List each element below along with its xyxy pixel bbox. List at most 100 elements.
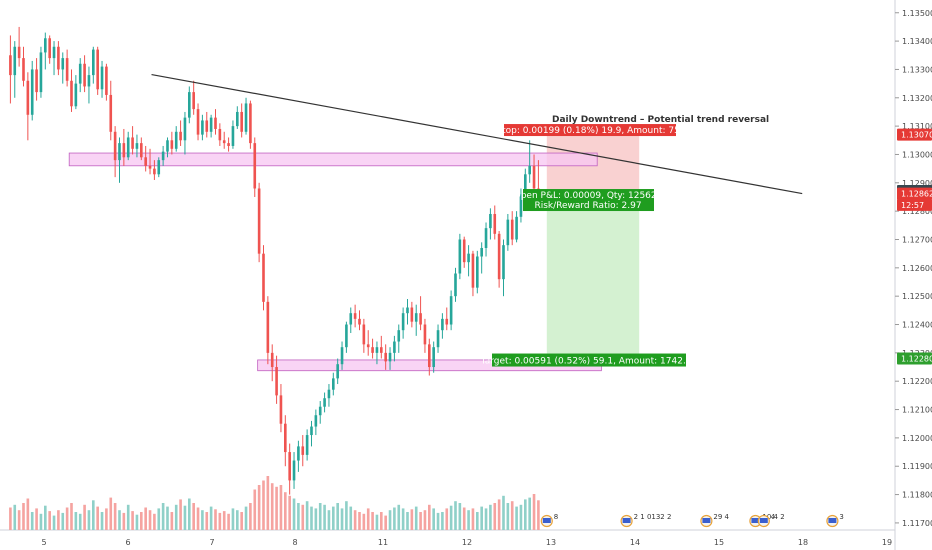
candle-body	[236, 111, 239, 127]
chart-grid	[0, 0, 896, 550]
economic-events[interactable]: 8 2 1 0132 2 29 4 10.4 24 3	[540, 513, 844, 528]
volume-bar	[454, 501, 457, 530]
volume-bar	[489, 504, 492, 530]
candle-body	[401, 313, 405, 331]
volume-bar	[414, 506, 418, 530]
candle-body	[153, 168, 156, 175]
candle-body	[353, 313, 357, 319]
candle-body	[144, 157, 147, 166]
candle-body	[301, 446, 305, 455]
candle-body	[305, 435, 309, 455]
candle-body	[388, 352, 392, 362]
price-tick-label: 1.12800	[902, 207, 932, 216]
price-tag	[897, 187, 932, 200]
volume-bar	[384, 515, 387, 530]
volume-bar	[423, 510, 427, 530]
volume-bar	[458, 503, 462, 530]
candle-body	[371, 347, 374, 353]
candle-body	[358, 318, 361, 325]
volume-bar	[480, 506, 483, 530]
candle-body	[423, 324, 427, 345]
price-tick-label: 1.12200	[902, 377, 932, 386]
candle-body	[340, 347, 344, 365]
volume-bar	[122, 512, 126, 530]
candle-body	[532, 165, 536, 189]
volume-bar	[476, 512, 479, 530]
candle-body	[345, 324, 348, 348]
price-tick-label: 1.12400	[902, 321, 932, 330]
volume-bar	[100, 512, 104, 530]
candle-body	[201, 120, 204, 135]
candle-body	[297, 446, 300, 461]
candle-body	[192, 92, 195, 110]
price-tick-label: 1.13400	[902, 37, 932, 46]
candle-body	[506, 219, 510, 246]
volume-bar	[410, 509, 414, 530]
volume-bar	[336, 503, 339, 530]
candle-body	[484, 228, 488, 248]
time-tick-label: 8	[292, 538, 297, 547]
volume-bar	[301, 504, 305, 530]
price-tick-label: 1.12000	[902, 434, 932, 443]
volume-bar	[270, 483, 274, 530]
volume-bar	[44, 505, 47, 530]
volume-bar	[9, 507, 12, 530]
volume-bar	[506, 503, 510, 530]
volume-bar	[353, 510, 357, 530]
volume-bar	[462, 507, 466, 530]
price-axis[interactable]: 1.135001.134001.133001.132001.131001.130…	[895, 9, 932, 528]
candle-body	[253, 143, 257, 189]
price-tick-label: 1.11900	[902, 462, 932, 471]
event-flag-stripe	[622, 518, 631, 523]
price-tick-label: 1.13500	[902, 9, 932, 18]
volume-bar	[74, 512, 78, 530]
position-labels: Daily Downtrend – Potential trend revers…	[480, 115, 769, 367]
volume-bar	[209, 506, 213, 530]
resistance-zone[interactable]	[68, 152, 598, 167]
candle-body	[270, 352, 274, 368]
trend-note: Daily Downtrend – Potential trend revers…	[552, 115, 769, 125]
volume-bar	[244, 506, 248, 530]
horizontal-zones[interactable]	[68, 152, 602, 372]
price-tick-label: 1.12600	[902, 264, 932, 273]
candle-body	[393, 341, 396, 353]
volume-bar	[428, 504, 431, 530]
volume-bar	[436, 512, 440, 530]
volume-bar	[441, 512, 444, 530]
trendline[interactable]	[151, 73, 803, 195]
volume-bars	[9, 476, 540, 530]
volume-bar	[144, 507, 147, 530]
volume-bar	[519, 504, 523, 530]
volume-bar	[279, 485, 283, 530]
trendline-line[interactable]	[151, 73, 803, 195]
volume-bar	[471, 508, 475, 530]
candle-body	[174, 131, 178, 149]
position-tool[interactable]	[546, 136, 640, 359]
candle-body	[30, 69, 34, 115]
candle-body	[528, 165, 531, 175]
time-axis[interactable]: 5 6 7 8 11 12 13 14 15 18 19	[41, 538, 892, 547]
candle-body	[105, 66, 108, 95]
volume-bar	[432, 508, 435, 530]
volume-bar	[332, 506, 335, 530]
candle-body	[366, 344, 370, 348]
target-zone[interactable]	[546, 191, 640, 359]
candle-body	[275, 367, 278, 396]
volume-bar	[109, 497, 113, 530]
volume-bar	[188, 498, 191, 530]
time-tick-label: 13	[546, 538, 556, 547]
volume-bar	[401, 508, 405, 530]
volume-bar	[327, 510, 331, 530]
volume-bar	[288, 495, 291, 530]
candle-body	[100, 66, 104, 90]
volume-bar	[419, 512, 422, 530]
volume-bar	[78, 513, 82, 530]
price-tick-label: 1.13300	[902, 65, 932, 74]
price-tag	[897, 198, 932, 211]
candle-body	[96, 49, 99, 90]
volume-bar	[214, 509, 217, 530]
volume-bar	[275, 486, 278, 530]
candle-body	[35, 69, 38, 93]
candle-body	[432, 347, 435, 368]
